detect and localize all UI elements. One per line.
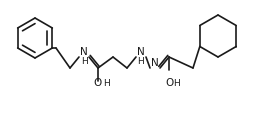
Text: N: N [137,47,145,57]
Text: O: O [165,78,173,88]
Text: N: N [151,58,159,68]
Text: H: H [138,57,144,66]
Text: N: N [80,47,88,57]
Text: H: H [103,78,109,87]
Text: H: H [81,57,87,66]
Text: O: O [94,78,102,88]
Text: H: H [174,78,180,87]
